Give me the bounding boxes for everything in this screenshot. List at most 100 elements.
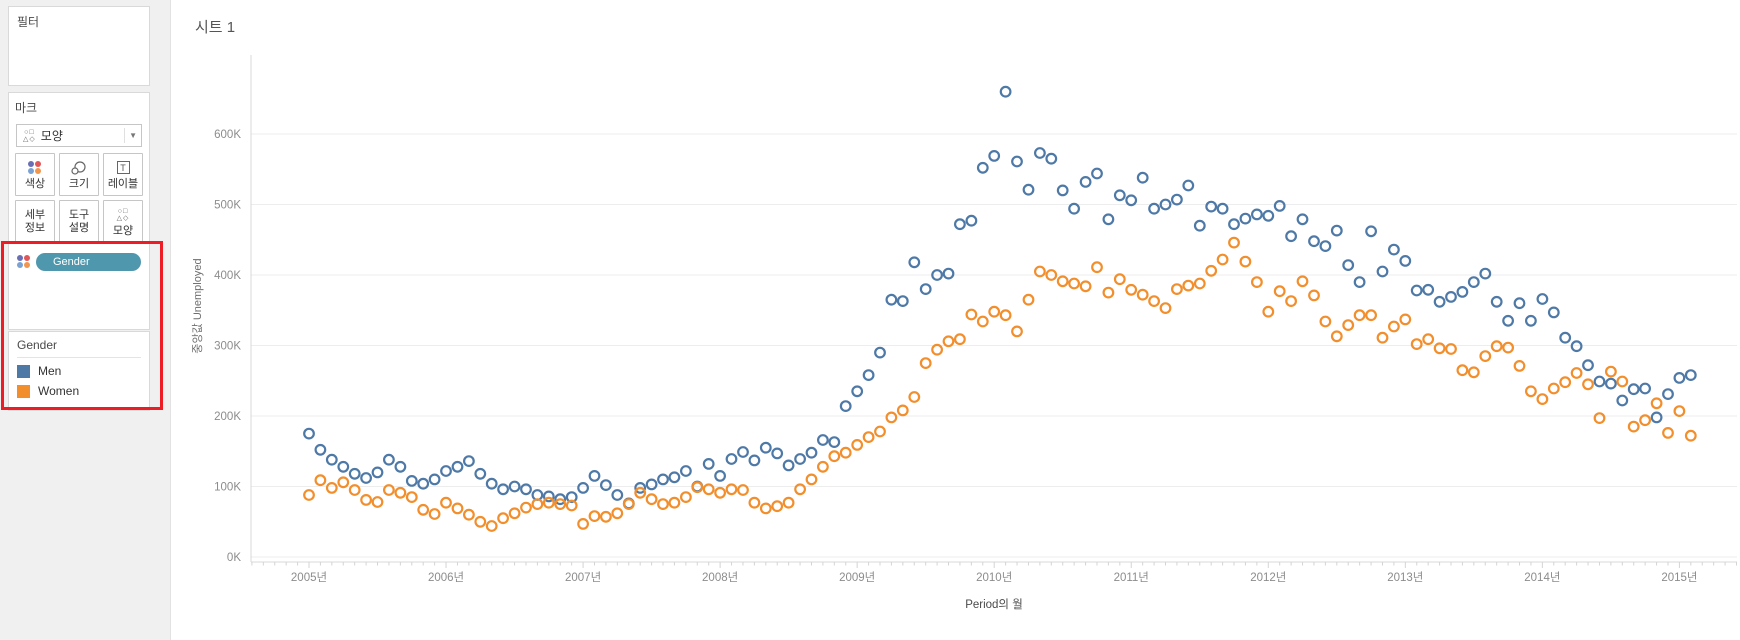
- mark-women[interactable]: [382, 484, 395, 496]
- mark-women[interactable]: [1273, 285, 1286, 298]
- mark-women[interactable]: [1513, 360, 1526, 372]
- mark-women[interactable]: [303, 489, 315, 501]
- mark-women[interactable]: [1330, 330, 1343, 343]
- mark-women[interactable]: [1559, 376, 1572, 389]
- mark-men[interactable]: [634, 482, 647, 494]
- mark-men[interactable]: [1582, 359, 1594, 372]
- mark-men[interactable]: [554, 493, 567, 506]
- mark-women[interactable]: [1034, 265, 1046, 278]
- mark-women[interactable]: [1228, 236, 1240, 249]
- mark-type-dropdown[interactable]: ○□ △◇ 모양 ▼: [16, 124, 142, 147]
- mark-women[interactable]: [1011, 325, 1023, 338]
- mark-women[interactable]: [1148, 295, 1160, 308]
- mark-men[interactable]: [1171, 193, 1183, 206]
- mark-women[interactable]: [360, 494, 373, 506]
- mark-women[interactable]: [851, 439, 864, 451]
- mark-women[interactable]: [1422, 333, 1435, 346]
- gender-pill[interactable]: Gender: [36, 253, 141, 271]
- mark-women[interactable]: [1604, 365, 1617, 378]
- mark-women[interactable]: [691, 481, 704, 494]
- detail-button[interactable]: 세부 정보: [15, 200, 55, 243]
- mark-women[interactable]: [542, 496, 555, 509]
- mark-men[interactable]: [1022, 183, 1035, 196]
- tooltip-button[interactable]: 도구 설명: [59, 200, 99, 243]
- mark-women[interactable]: [668, 496, 681, 509]
- mark-women[interactable]: [325, 482, 338, 494]
- mark-women[interactable]: [942, 335, 955, 348]
- mark-men[interactable]: [394, 460, 407, 473]
- mark-men[interactable]: [1034, 147, 1046, 159]
- mark-men[interactable]: [680, 465, 692, 477]
- mark-men[interactable]: [1502, 314, 1514, 327]
- mark-women[interactable]: [805, 473, 818, 486]
- mark-men[interactable]: [577, 482, 590, 494]
- mark-men[interactable]: [1570, 340, 1583, 353]
- mark-women[interactable]: [565, 499, 578, 512]
- mark-women[interactable]: [794, 483, 806, 496]
- mark-men[interactable]: [1079, 175, 1092, 188]
- mark-women[interactable]: [1193, 277, 1206, 290]
- mark-women[interactable]: [554, 498, 567, 511]
- mark-men[interactable]: [428, 473, 441, 486]
- mark-women[interactable]: [1570, 367, 1583, 379]
- mark-women[interactable]: [1056, 275, 1069, 288]
- mark-women[interactable]: [1536, 393, 1549, 406]
- mark-men[interactable]: [1433, 295, 1446, 308]
- mark-men[interactable]: [1091, 167, 1103, 180]
- mark-men[interactable]: [908, 256, 921, 269]
- mark-women[interactable]: [919, 357, 932, 370]
- mark-men[interactable]: [1604, 377, 1617, 390]
- mark-women[interactable]: [1308, 289, 1320, 302]
- mark-women[interactable]: [1091, 261, 1103, 274]
- mark-women[interactable]: [1410, 338, 1423, 351]
- mark-men[interactable]: [817, 434, 829, 446]
- mark-men[interactable]: [1399, 255, 1412, 267]
- mark-men[interactable]: [1056, 184, 1069, 197]
- mark-women[interactable]: [1547, 382, 1560, 395]
- mark-women[interactable]: [896, 404, 909, 417]
- mark-men[interactable]: [1285, 230, 1297, 243]
- mark-men[interactable]: [794, 453, 806, 465]
- mark-women[interactable]: [725, 483, 738, 496]
- mark-women[interactable]: [1216, 253, 1229, 266]
- mark-men[interactable]: [1308, 235, 1320, 248]
- mark-women[interactable]: [394, 486, 407, 499]
- mark-women[interactable]: [1113, 273, 1126, 286]
- mark-women[interactable]: [1673, 405, 1686, 418]
- mark-men[interactable]: [1113, 189, 1126, 202]
- mark-men[interactable]: [382, 453, 395, 466]
- mark-women[interactable]: [1593, 412, 1606, 425]
- mark-men[interactable]: [474, 467, 487, 480]
- mark-men[interactable]: [1547, 306, 1560, 319]
- mark-women[interactable]: [680, 491, 692, 504]
- mark-men[interactable]: [1068, 202, 1080, 215]
- mark-women[interactable]: [405, 491, 418, 504]
- mark-men[interactable]: [1182, 179, 1195, 192]
- mark-women[interactable]: [748, 496, 761, 509]
- mark-men[interactable]: [1479, 267, 1492, 280]
- mark-men[interactable]: [1376, 265, 1389, 278]
- legend-item-women[interactable]: Women: [17, 384, 141, 398]
- mark-women[interactable]: [531, 498, 544, 511]
- mark-men[interactable]: [668, 471, 681, 484]
- mark-men[interactable]: [1662, 388, 1674, 401]
- mark-women[interactable]: [1342, 319, 1355, 332]
- mark-women[interactable]: [1182, 279, 1195, 292]
- mark-men[interactable]: [1216, 202, 1229, 215]
- mark-men[interactable]: [1342, 259, 1355, 272]
- mark-women[interactable]: [474, 515, 487, 528]
- mark-men[interactable]: [851, 385, 864, 398]
- mark-men[interactable]: [1239, 212, 1252, 225]
- mark-women[interactable]: [1250, 276, 1263, 289]
- mark-women[interactable]: [782, 496, 795, 509]
- mark-men[interactable]: [463, 455, 475, 468]
- mark-men[interactable]: [1456, 286, 1469, 298]
- mark-women[interactable]: [520, 501, 532, 514]
- mark-women[interactable]: [645, 493, 658, 506]
- mark-women[interactable]: [337, 476, 350, 489]
- mark-men[interactable]: [1673, 372, 1686, 384]
- mark-men[interactable]: [828, 436, 841, 449]
- mark-men[interactable]: [1650, 411, 1663, 424]
- mark-men[interactable]: [1125, 194, 1138, 207]
- mark-women[interactable]: [1079, 280, 1092, 293]
